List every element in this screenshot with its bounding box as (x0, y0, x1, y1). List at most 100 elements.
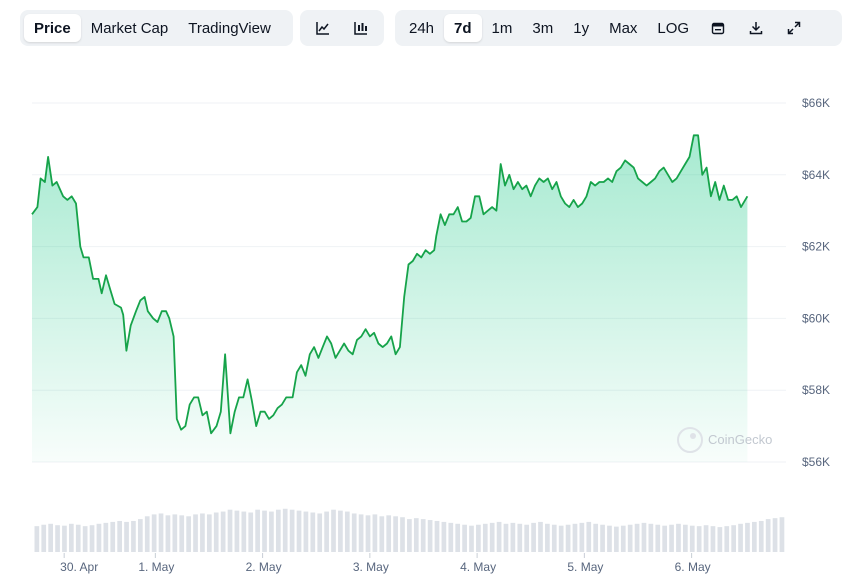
tab-price[interactable]: Price (24, 14, 81, 42)
volume-bar (89, 525, 95, 552)
line-chart-icon[interactable] (304, 14, 342, 42)
range-7d[interactable]: 7d (444, 14, 482, 42)
volume-bar (689, 525, 695, 552)
y-tick-label: $64K (802, 168, 830, 182)
volume-bar (538, 521, 543, 552)
volume-bar (317, 513, 323, 552)
volume-bar (193, 514, 198, 552)
range-log[interactable]: LOG (657, 19, 690, 37)
volume-bar (731, 525, 737, 552)
volume-bar (724, 526, 730, 552)
volume-bar (310, 512, 316, 552)
volume-bar (289, 509, 295, 552)
volume-bar (82, 526, 88, 552)
chart-toolbar: Price Market Cap TradingView 24h 7d 1m 3m 1y Ma… (20, 10, 844, 46)
volume-bar (75, 524, 81, 552)
volume-bar (393, 516, 398, 552)
volume-bar (641, 522, 647, 552)
volume-bar (172, 514, 178, 552)
volume-bar (234, 510, 240, 552)
volume-bar (117, 520, 122, 552)
gecko-logo-icon (677, 427, 703, 453)
volume-bar (600, 524, 605, 552)
volume-bar (186, 516, 191, 552)
y-tick-label: $56K (802, 455, 830, 469)
expand-icon[interactable] (775, 14, 813, 42)
y-tick-label: $60K (802, 311, 830, 325)
range-24h[interactable]: 24h (409, 19, 435, 37)
x-tick-label: 6. May (675, 560, 711, 574)
volume-bar (420, 519, 426, 552)
volume-bar (165, 515, 171, 552)
volume-bar (662, 525, 668, 552)
volume-bar (524, 524, 530, 552)
volume-bar (572, 523, 578, 552)
volume-bar (379, 516, 385, 552)
volume-bar (772, 518, 778, 552)
x-tick-label: 4. May (460, 560, 496, 574)
volume-bar (607, 525, 612, 552)
volume-bar (620, 525, 626, 552)
volume-bar (558, 525, 564, 552)
volume-bar (503, 523, 509, 552)
volume-bar (551, 524, 557, 552)
volume-bar (476, 524, 481, 552)
volume-bar (158, 513, 164, 552)
range-max[interactable]: Max (609, 19, 638, 37)
y-tick-label: $58K (802, 383, 830, 397)
volume-bar (510, 522, 516, 552)
volume-bar (55, 525, 60, 552)
volume-bar (482, 523, 488, 552)
tab-market-cap[interactable]: Market Cap (90, 19, 169, 37)
volume-bar (579, 522, 585, 552)
volume-bar (683, 524, 688, 552)
volume-bar (545, 523, 550, 552)
tab-tradingview[interactable]: TradingView (188, 19, 271, 37)
volume-bar (303, 511, 309, 552)
volume-bar (717, 527, 723, 552)
volume-bar (34, 526, 40, 552)
volume-bar (151, 514, 157, 552)
volume-bar (206, 514, 212, 552)
download-icon[interactable] (737, 14, 775, 42)
volume-bar (241, 511, 247, 552)
y-tick-label: $66K (802, 96, 830, 110)
volume-bar (448, 522, 454, 552)
x-tick-label: 3. May (353, 560, 389, 574)
volume-bar (179, 515, 185, 552)
volume-bar (517, 523, 523, 552)
coingecko-watermark: CoinGecko (677, 427, 772, 453)
volume-bar (669, 524, 674, 552)
volume-bar (62, 525, 67, 552)
volume-bar (703, 525, 709, 552)
volume-bar (275, 509, 281, 552)
volume-bar (655, 524, 661, 552)
volume-bar (386, 515, 392, 552)
watermark-text: CoinGecko (708, 432, 772, 447)
volume-bar (213, 512, 219, 552)
x-tick-label: 30. Apr (60, 560, 98, 574)
volume-bar (227, 509, 233, 552)
y-axis: $66K $64K $62K $60K $58K $56K (802, 96, 830, 469)
x-tick-label: 2. May (246, 560, 282, 574)
volume-bar (634, 523, 640, 552)
volume-bar (144, 516, 150, 552)
range-1y[interactable]: 1y (573, 19, 590, 37)
calendar-icon[interactable] (699, 14, 737, 42)
volume-bar (648, 523, 654, 552)
volume-bar (344, 511, 350, 552)
x-tick-label: 1. May (138, 560, 174, 574)
volume-bar (351, 513, 357, 552)
range-1m[interactable]: 1m (491, 19, 513, 37)
candlestick-chart-icon[interactable] (342, 14, 380, 42)
y-tick-label: $62K (802, 240, 830, 254)
volume-bar (338, 510, 343, 552)
range-3m[interactable]: 3m (532, 19, 554, 37)
volume-bar (441, 521, 447, 552)
volume-bar (68, 523, 74, 552)
price-line (31, 134, 749, 435)
volume-bar (400, 517, 405, 552)
volume-bar (262, 510, 267, 552)
volume-bar (758, 520, 764, 552)
